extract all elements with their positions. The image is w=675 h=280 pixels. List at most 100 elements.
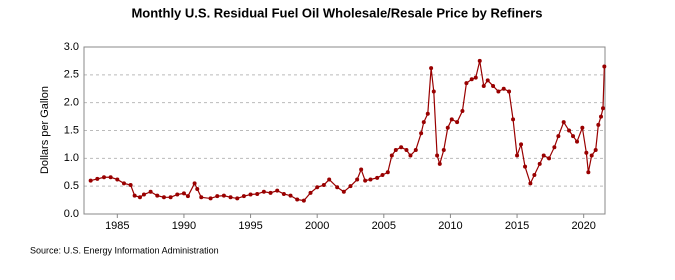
data-point bbox=[155, 193, 160, 198]
data-point bbox=[341, 189, 346, 194]
x-tick-label: 2020 bbox=[571, 220, 595, 232]
data-point bbox=[460, 109, 465, 114]
data-point bbox=[255, 191, 260, 196]
data-point bbox=[413, 147, 418, 152]
data-point bbox=[348, 184, 353, 189]
data-point bbox=[596, 122, 601, 127]
data-point bbox=[532, 173, 537, 178]
data-point bbox=[481, 83, 486, 88]
data-point bbox=[363, 178, 368, 183]
y-tick-label: 1.5 bbox=[64, 124, 79, 136]
chart-title: Monthly U.S. Residual Fuel Oil Wholesale… bbox=[131, 5, 542, 20]
data-point bbox=[589, 153, 594, 158]
data-point bbox=[121, 181, 126, 186]
data-point bbox=[275, 188, 280, 193]
data-point bbox=[208, 196, 213, 201]
data-point bbox=[552, 145, 557, 150]
data-point bbox=[528, 181, 533, 186]
data-point bbox=[248, 192, 253, 197]
data-point bbox=[168, 195, 173, 200]
data-point bbox=[355, 177, 360, 182]
data-point bbox=[221, 193, 226, 198]
data-point bbox=[437, 161, 442, 166]
data-point bbox=[88, 178, 93, 183]
data-point bbox=[523, 164, 528, 169]
y-axis-label: Dollars per Gallon bbox=[39, 86, 51, 174]
y-tick-label: 0.0 bbox=[64, 208, 79, 220]
plot-frame bbox=[83, 46, 606, 215]
data-point bbox=[148, 189, 153, 194]
data-point bbox=[385, 170, 390, 175]
data-point bbox=[473, 75, 478, 80]
x-tick-label: 2005 bbox=[372, 220, 396, 232]
y-tick-label: 3.0 bbox=[64, 41, 79, 53]
data-point bbox=[295, 197, 300, 202]
x-tick-label: 2000 bbox=[305, 220, 329, 232]
data-point bbox=[593, 147, 598, 152]
data-point bbox=[501, 86, 506, 91]
data-point bbox=[128, 183, 133, 188]
data-point bbox=[537, 161, 542, 166]
data-point bbox=[515, 153, 520, 158]
data-point bbox=[393, 147, 398, 152]
data-point bbox=[315, 185, 320, 190]
x-tick-label: 1990 bbox=[172, 220, 196, 232]
data-point bbox=[301, 198, 306, 203]
data-line bbox=[90, 60, 605, 202]
data-point bbox=[601, 106, 606, 111]
data-point bbox=[137, 195, 142, 200]
data-point bbox=[567, 128, 572, 133]
data-point bbox=[368, 177, 373, 182]
data-point bbox=[469, 77, 474, 82]
data-point bbox=[556, 134, 561, 139]
y-tick-label: 2.5 bbox=[64, 69, 79, 81]
data-point bbox=[192, 181, 197, 186]
data-point bbox=[288, 193, 293, 198]
data-point bbox=[561, 120, 566, 125]
data-point bbox=[175, 192, 180, 197]
y-tick-label: 1.0 bbox=[64, 152, 79, 164]
data-point bbox=[389, 153, 394, 158]
data-point bbox=[491, 83, 496, 88]
data-point bbox=[199, 195, 204, 200]
data-point bbox=[241, 194, 246, 199]
data-point bbox=[141, 192, 146, 197]
data-point bbox=[599, 114, 604, 119]
data-point bbox=[455, 120, 460, 125]
data-point bbox=[404, 147, 409, 152]
data-point bbox=[445, 125, 450, 130]
data-point bbox=[228, 195, 233, 200]
data-point bbox=[101, 175, 106, 180]
data-point bbox=[441, 147, 446, 152]
data-point bbox=[132, 193, 137, 198]
data-point bbox=[419, 131, 424, 136]
data-point bbox=[586, 170, 591, 175]
data-point bbox=[185, 194, 190, 199]
data-point bbox=[541, 153, 546, 158]
data-point bbox=[511, 117, 516, 122]
data-point bbox=[375, 175, 380, 180]
data-point bbox=[281, 191, 286, 196]
data-point bbox=[261, 189, 266, 194]
data-point bbox=[449, 117, 454, 122]
data-point bbox=[308, 190, 313, 195]
data-point bbox=[161, 195, 166, 200]
data-point bbox=[584, 150, 589, 155]
data-point bbox=[380, 173, 385, 178]
data-point bbox=[571, 134, 576, 139]
data-point bbox=[575, 139, 580, 144]
x-tick-label: 1995 bbox=[238, 220, 262, 232]
data-point bbox=[431, 89, 436, 94]
data-point bbox=[435, 153, 440, 158]
data-point bbox=[215, 194, 220, 199]
y-tick-label: 0.5 bbox=[64, 180, 79, 192]
source-note: Source: U.S. Energy Information Administ… bbox=[30, 245, 219, 255]
data-point bbox=[408, 153, 413, 158]
data-point bbox=[519, 142, 524, 147]
x-tick-label: 1985 bbox=[105, 220, 129, 232]
data-point bbox=[95, 176, 100, 181]
data-point bbox=[602, 64, 607, 69]
data-point bbox=[496, 89, 501, 94]
data-point bbox=[321, 183, 326, 188]
data-point bbox=[477, 58, 482, 63]
